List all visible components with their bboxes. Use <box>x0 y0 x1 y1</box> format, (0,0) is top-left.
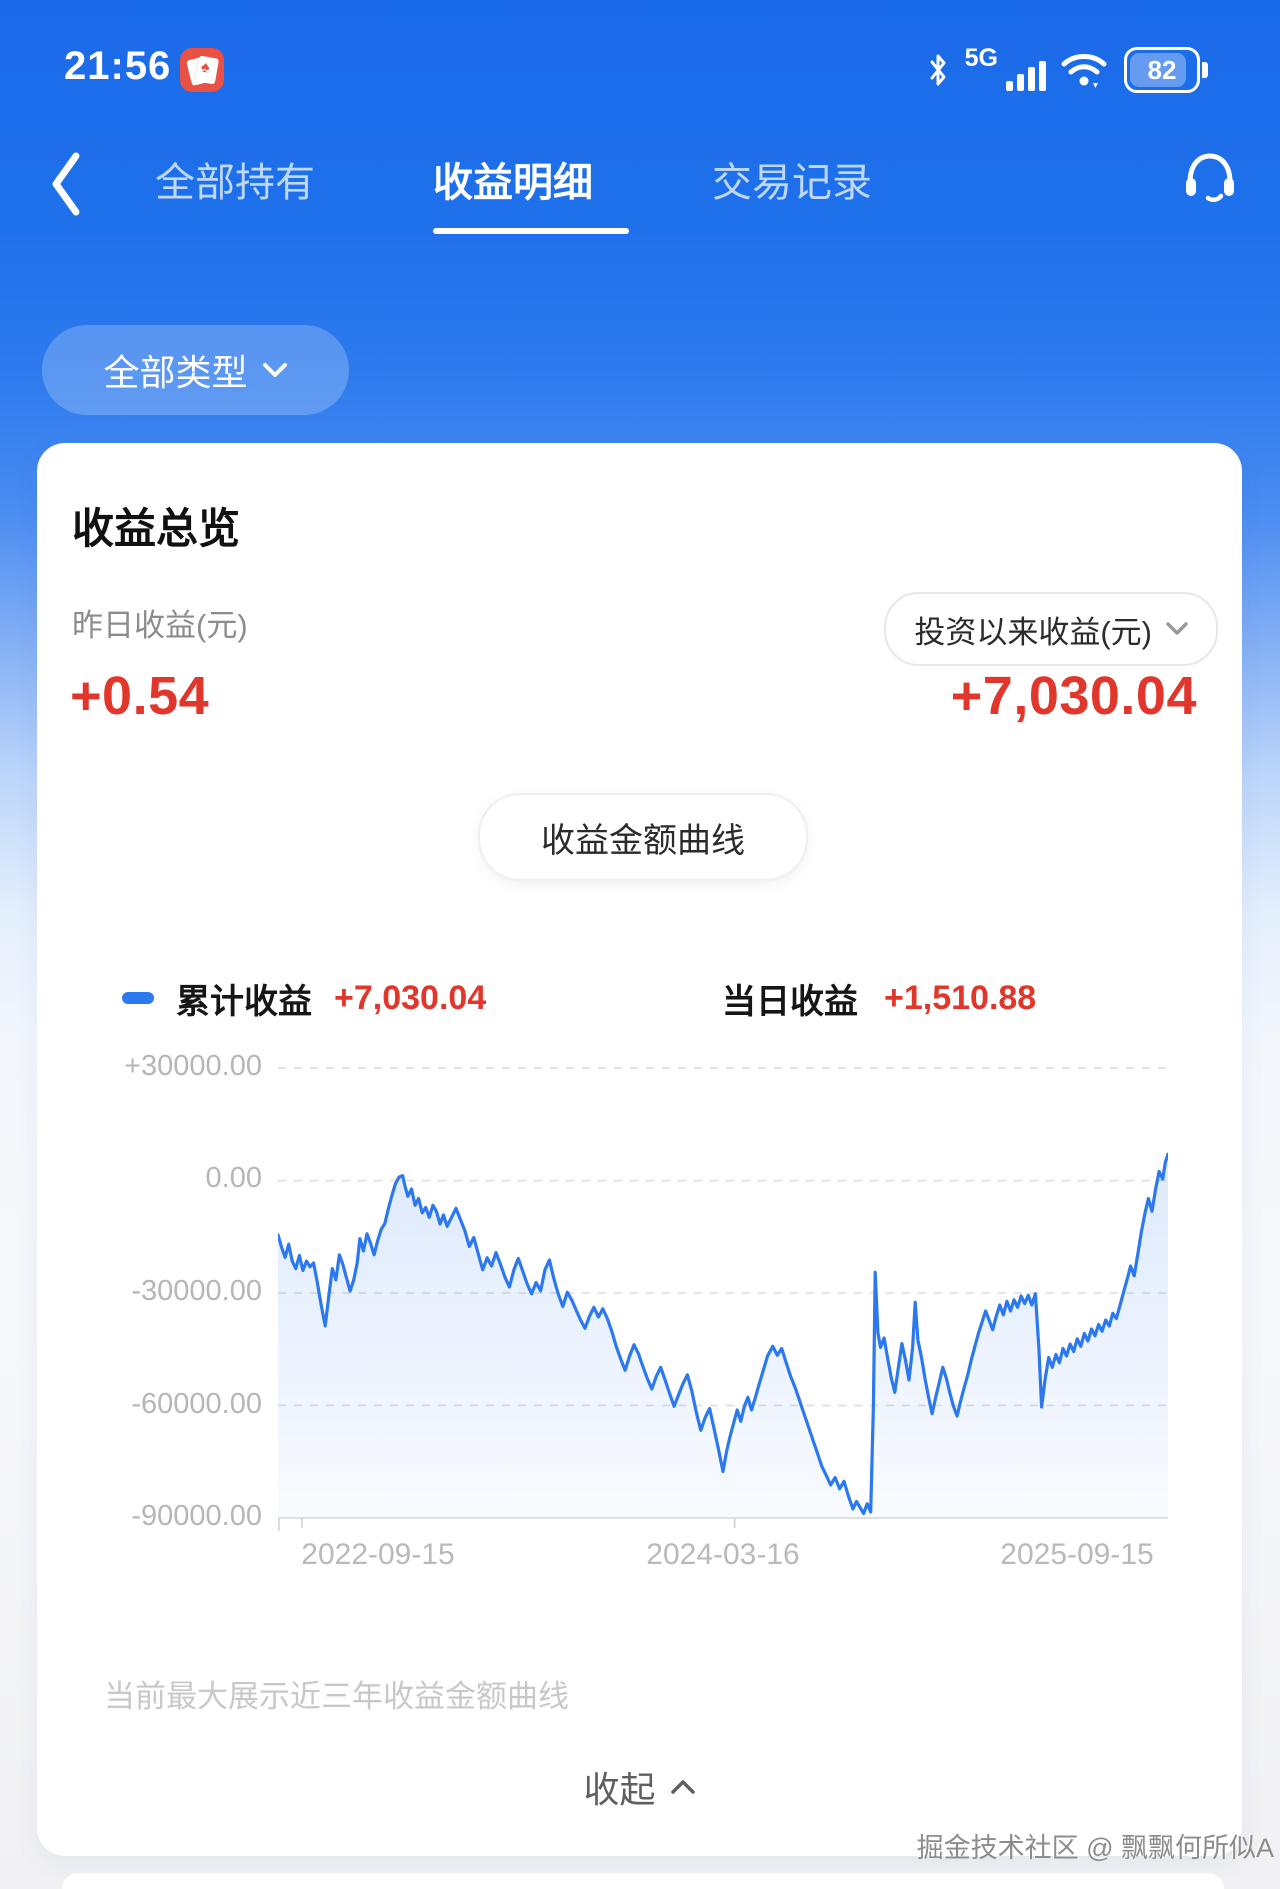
chevron-down-icon <box>1166 622 1188 635</box>
daily-value: +1,510.88 <box>884 978 1037 1017</box>
filter-type-dropdown[interactable]: 全部类型 <box>42 325 349 415</box>
app-notification-icon: ♠ <box>180 48 224 92</box>
cumulative-label: 累计收益 <box>176 982 312 1021</box>
yesterday-profit-value: +0.54 <box>70 666 210 726</box>
network-type-label: 5G <box>964 44 998 72</box>
x-tick-label: 2022-09-15 <box>301 1538 455 1571</box>
chevron-down-icon <box>262 363 287 377</box>
y-tick-label: -60000.00 <box>131 1388 262 1420</box>
watermark: 掘金技术社区 @ 飘飘何所似A <box>916 1833 1274 1863</box>
chevron-up-icon <box>670 1780 695 1794</box>
profit-overview-card: 收益总览 昨日收益(元) 投资以来收益(元) +0.54 +7,030.04 收… <box>37 443 1242 1856</box>
status-icons: 5G 82 <box>925 44 1208 96</box>
signal-strength-icon <box>1006 61 1046 91</box>
battery-fill <box>1130 53 1186 87</box>
status-time: 21:56 <box>64 44 172 88</box>
profit-line-chart[interactable] <box>278 1050 1168 1540</box>
yesterday-profit-label: 昨日收益(元) <box>72 608 248 643</box>
daily-label: 当日收益 <box>722 982 858 1021</box>
collapse-button[interactable]: 收起 <box>37 1761 1242 1813</box>
battery-indicator: 82 <box>1124 47 1208 93</box>
profit-curve-button[interactable]: 收益金额曲线 <box>478 793 808 881</box>
chart-range-note: 当前最大展示近三年收益金额曲线 <box>104 1679 569 1714</box>
legend-cumulative: 累计收益 +7,030.04 <box>122 975 486 1021</box>
since-invest-dropdown[interactable]: 投资以来收益(元) <box>884 592 1218 666</box>
card-title: 收益总览 <box>72 505 241 552</box>
tab-profit-detail[interactable]: 收益明细 <box>433 161 593 205</box>
since-invest-value: +7,030.04 <box>950 666 1197 726</box>
cumulative-value: +7,030.04 <box>334 978 487 1017</box>
back-button[interactable] <box>44 148 88 220</box>
x-tick-label: 2025-09-15 <box>1000 1538 1154 1571</box>
profit-chart-area[interactable] <box>278 1050 1168 1540</box>
y-tick-label: -90000.00 <box>131 1500 262 1532</box>
chevron-left-icon <box>52 152 80 216</box>
customer-service-button[interactable] <box>1182 148 1238 210</box>
y-tick-label: +30000.00 <box>124 1050 262 1082</box>
headset-icon <box>1186 153 1234 202</box>
tab-all-holdings[interactable]: 全部持有 <box>155 161 315 205</box>
tab-transaction-records[interactable]: 交易记录 <box>712 161 872 205</box>
collapse-label: 收起 <box>583 1769 656 1810</box>
since-invest-label: 投资以来收益(元) <box>914 614 1152 650</box>
active-tab-underline <box>433 228 629 234</box>
bluetooth-icon <box>925 53 951 87</box>
x-tick-label: 2024-03-16 <box>646 1538 800 1571</box>
wifi-icon <box>1060 50 1108 90</box>
next-card-top <box>62 1873 1224 1889</box>
filter-type-label: 全部类型 <box>103 352 248 393</box>
legend-line-marker-icon <box>122 992 154 1004</box>
y-tick-label: 0.00 <box>205 1162 262 1194</box>
y-tick-label: -30000.00 <box>131 1275 262 1307</box>
battery-percent: 82 <box>1147 54 1177 85</box>
legend-daily: 当日收益 +1,510.88 <box>722 975 1036 1021</box>
